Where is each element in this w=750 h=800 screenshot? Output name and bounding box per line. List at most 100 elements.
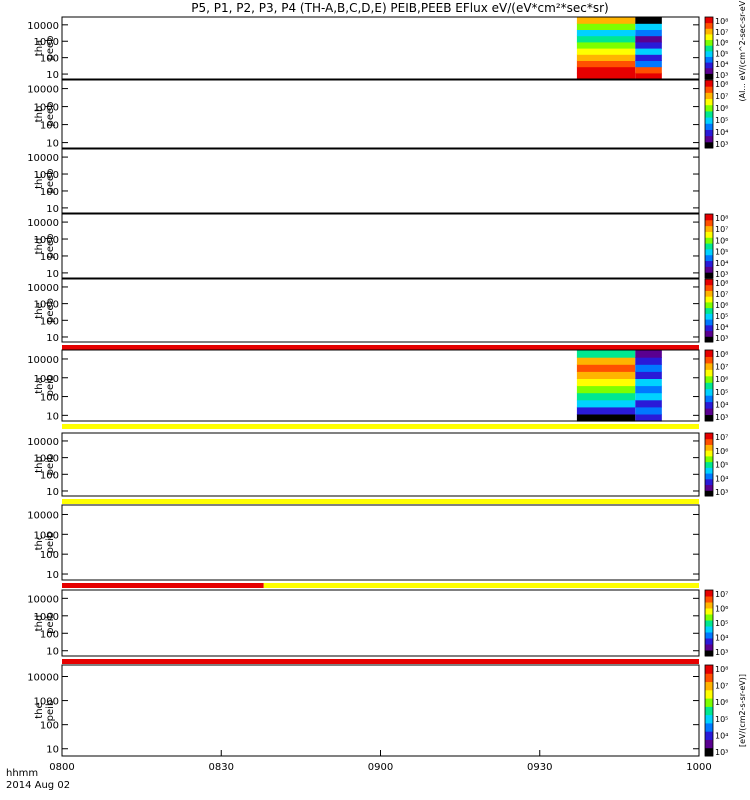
colorbar-swatch bbox=[705, 313, 713, 320]
colorbar-tick-label: 10⁸ bbox=[715, 350, 728, 359]
mode-bar-segment bbox=[62, 345, 699, 350]
colorbar-swatch bbox=[705, 739, 713, 749]
spectrogram-cell bbox=[576, 48, 636, 55]
spectrogram-cell bbox=[635, 378, 662, 387]
colorbar-tick-label: 10³ bbox=[715, 334, 728, 343]
y-tick-label: 1000 bbox=[34, 374, 59, 385]
spectrogram-cell bbox=[576, 66, 636, 74]
spectrogram-cell bbox=[576, 54, 636, 61]
colorbar-tick-label: 10⁸ bbox=[715, 665, 728, 674]
y-tick-label: 100 bbox=[40, 470, 59, 481]
colorbar-swatch bbox=[705, 219, 713, 227]
colorbar-tick-label: 10⁶ bbox=[715, 375, 728, 384]
colorbar-tick-label: 10⁴ bbox=[715, 259, 728, 268]
panel-label-probe: thd bbox=[34, 238, 45, 255]
colorbar-swatch bbox=[705, 110, 713, 118]
panel-label-probe: thb bbox=[34, 456, 45, 473]
colorbar-swatch bbox=[705, 290, 713, 297]
colorbar-tick-label: 10⁴ bbox=[715, 323, 728, 332]
panel-frame bbox=[61, 664, 700, 757]
colorbar-swatch bbox=[705, 307, 713, 314]
panel-thc-peib: 10 100 1000 10000 thc peib bbox=[27, 504, 700, 588]
colorbar-swatch bbox=[705, 62, 713, 69]
spectrogram-cell bbox=[576, 399, 636, 408]
colorbar-swatch bbox=[705, 714, 713, 724]
y-tick-label: 10000 bbox=[27, 153, 59, 164]
spectrogram-cell bbox=[635, 23, 662, 30]
colorbar-tick-label: 10⁵ bbox=[715, 619, 728, 628]
colorbar-swatch bbox=[705, 73, 713, 80]
colorbar-tick-label: 10⁷ bbox=[715, 225, 728, 234]
colorbar-swatch bbox=[705, 350, 713, 357]
colorbar-swatch bbox=[705, 266, 713, 273]
spectrogram-cell bbox=[635, 17, 662, 24]
colorbar-swatch bbox=[705, 80, 713, 87]
y-tick-label: 10 bbox=[46, 70, 59, 81]
colorbar-swatch bbox=[705, 722, 713, 732]
y-tick-label: 1000 bbox=[34, 697, 59, 708]
panel-label-instrument: peeb bbox=[45, 102, 56, 127]
colorbar-swatch bbox=[705, 86, 713, 93]
x-axis: 0800 0830 0900 0930 1000 bbox=[49, 750, 712, 773]
colorbar-swatch bbox=[705, 438, 713, 445]
colorbar-swatch bbox=[705, 620, 713, 627]
y-tick-label: 10 bbox=[46, 647, 59, 658]
colorbar-tick-label: 10⁶ bbox=[715, 39, 728, 48]
colorbar-tick-label: 10⁴ bbox=[715, 731, 728, 740]
panel-label-instrument: peib bbox=[45, 700, 56, 722]
colorbar-swatch bbox=[705, 17, 713, 24]
colorbar-swatch bbox=[705, 22, 713, 29]
panel-frame bbox=[61, 79, 700, 149]
colorbar-swatch bbox=[705, 98, 713, 106]
colorbar-swatch bbox=[705, 450, 713, 457]
spectrogram-cell bbox=[576, 23, 636, 30]
spectrogram-cell bbox=[635, 371, 662, 379]
y-tick-label: 1000 bbox=[34, 103, 59, 114]
panel-label-instrument: peeb bbox=[45, 298, 56, 323]
colorbar-swatch bbox=[705, 401, 713, 409]
panel-label-instrument: peib bbox=[45, 532, 56, 554]
colorbar-swatch bbox=[705, 33, 713, 41]
colorbar-swatch bbox=[705, 117, 713, 124]
y-tick-label: 10 bbox=[46, 487, 59, 498]
spectrogram-cell bbox=[576, 385, 636, 394]
y-tick-label: 10000 bbox=[27, 594, 59, 605]
colorbar-swatch bbox=[705, 362, 713, 370]
panel-tha-peib: 10 100 1000 10000 tha peib 10³ 10⁴ 10⁵ 10⁶ 10⁷ 10⁸ bbox=[27, 349, 728, 429]
panel-label-instrument: peib bbox=[45, 612, 56, 634]
spectrogram-cell bbox=[635, 406, 662, 415]
y-tick-label: 10000 bbox=[27, 21, 59, 32]
colorbar-swatch bbox=[705, 644, 713, 651]
colorbar-tick-label: 10³ bbox=[715, 270, 728, 279]
colorbar-tick-label: 10³ bbox=[715, 488, 728, 497]
colorbar-swatch bbox=[705, 681, 713, 691]
panel-thc-peeb: 10 100 1000 10000 thc peeb bbox=[27, 148, 700, 215]
mode-bar-segment bbox=[62, 583, 264, 588]
panel-frame bbox=[61, 278, 700, 343]
colorbar-tick-label: 10⁸ bbox=[715, 214, 728, 223]
spectrogram-cell bbox=[576, 371, 636, 379]
colorbar-tick-label: 10³ bbox=[715, 71, 728, 80]
colorbar-swatch bbox=[705, 92, 713, 100]
spectrogram-cell bbox=[635, 385, 662, 394]
colorbar-swatch bbox=[705, 433, 713, 440]
y-tick-label: 10000 bbox=[27, 510, 59, 521]
spectrogram-cell bbox=[576, 392, 636, 401]
spectrogram-cell bbox=[576, 72, 636, 80]
x-axis-label-hhmm: hhmm bbox=[6, 768, 38, 779]
y-tick-label: 100 bbox=[40, 54, 59, 65]
spectrogram-cell bbox=[576, 17, 636, 24]
colorbar-tick-label: 10⁷ bbox=[715, 28, 728, 37]
colorbar-swatch bbox=[705, 706, 713, 716]
y-tick-label: 100 bbox=[40, 629, 59, 640]
colorbar-tick-label: 10⁶ bbox=[715, 236, 728, 245]
y-tick-label: 100 bbox=[40, 121, 59, 132]
colorbar-swatch bbox=[705, 395, 713, 403]
spectrogram-cell bbox=[635, 35, 662, 43]
y-tick-label: 1000 bbox=[34, 612, 59, 623]
panel-frame bbox=[61, 16, 700, 80]
x-axis-date: 2014 Aug 02 bbox=[6, 780, 70, 791]
y-tick-label: 100 bbox=[40, 393, 59, 404]
y-tick-label: 1000 bbox=[34, 300, 59, 311]
y-tick-label: 10 bbox=[46, 269, 59, 280]
